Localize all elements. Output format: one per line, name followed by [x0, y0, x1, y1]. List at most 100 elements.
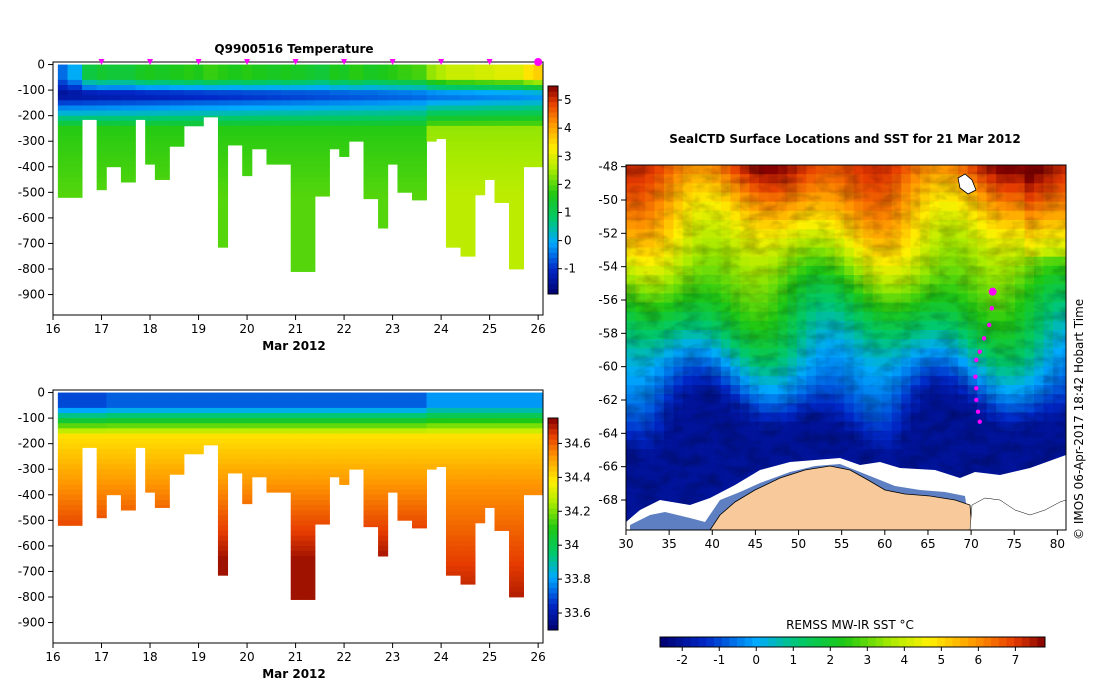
profile-cell [378, 418, 389, 424]
profile-cell [494, 510, 510, 516]
profile-cell [57, 74, 68, 81]
profile-cell [339, 448, 350, 455]
profile-cell [251, 407, 267, 414]
profile-cell [412, 494, 427, 501]
profile-column [96, 64, 107, 191]
seal-location [974, 397, 979, 403]
profile-cell [290, 217, 306, 224]
profile-column [251, 392, 267, 478]
profile-cell [314, 146, 330, 152]
profile-cell [57, 177, 68, 183]
profile-cell [217, 510, 229, 516]
profile-cell [96, 407, 107, 414]
profile-cell [203, 397, 219, 404]
profile-column [348, 392, 364, 470]
profile-cell [154, 494, 170, 501]
profile-cell [445, 212, 461, 219]
profile-cell [475, 161, 486, 168]
profile-cell [242, 423, 253, 429]
profile-cell [242, 459, 253, 465]
profile-cell [217, 187, 229, 193]
profile-cell [387, 428, 398, 434]
profile-cell [57, 69, 68, 76]
profile-column [217, 392, 229, 576]
profile-cell [314, 171, 330, 178]
profile-cell [314, 110, 330, 117]
profile-cell [305, 597, 316, 600]
profile-cell [217, 489, 229, 496]
colorbar-segment [548, 481, 558, 488]
profile-cell [339, 474, 350, 480]
profile-cell [363, 464, 379, 470]
profile-cell [281, 79, 292, 86]
colorbar-segment [548, 598, 558, 604]
profile-cell [363, 166, 379, 173]
profile-cell [305, 187, 316, 193]
profile-cell [67, 177, 83, 183]
profile-cell [339, 464, 350, 470]
profile-cell [227, 141, 243, 146]
profile-cell [154, 448, 170, 455]
profile-cell [339, 125, 350, 132]
profile-cell [96, 90, 107, 96]
profile-cell [82, 428, 98, 434]
profile-cell [378, 474, 389, 480]
profile-cell [329, 120, 340, 127]
profile-cell [82, 397, 98, 404]
profile-cell [494, 100, 510, 106]
profile-cell [145, 105, 156, 111]
profile-cell [120, 105, 136, 111]
profile-cell [217, 238, 229, 244]
profile-cell [445, 85, 461, 91]
y-tick-label: -600 [18, 539, 45, 553]
profile-cell [523, 479, 534, 485]
profile-cell [290, 115, 306, 122]
x-tick-label: 17 [94, 322, 109, 336]
profile-cell [305, 443, 316, 450]
profile-cell [378, 131, 389, 137]
profile-cell [475, 448, 486, 455]
colorbar-segment [821, 637, 830, 647]
sst-cell [939, 532, 949, 542]
profile-cell [363, 510, 379, 516]
profile-cell [533, 90, 544, 96]
colorbar-segment [883, 637, 892, 647]
profile-cell [145, 423, 156, 429]
profile-cell [460, 520, 476, 526]
profile-cell [533, 125, 544, 132]
profile-cell [145, 79, 156, 86]
profile-cell [135, 443, 146, 448]
profile-marker [244, 59, 251, 65]
profile-cell [217, 423, 229, 429]
profile-cell [460, 551, 476, 557]
profile-cell [339, 443, 350, 450]
profile-cell [412, 79, 427, 86]
profile-cell [363, 85, 379, 91]
profile-cell [475, 136, 486, 142]
profile-cell [290, 166, 306, 173]
profile-cell [475, 474, 486, 480]
profile-cell [363, 95, 379, 101]
colorbar-segment [760, 637, 769, 647]
profile-column [67, 64, 83, 198]
profile-cell [106, 74, 122, 81]
profile-cell [533, 474, 544, 480]
profile-cell [378, 202, 389, 209]
profile-cell [329, 423, 340, 429]
profile-cell [436, 397, 447, 404]
profile-cell [217, 459, 229, 465]
profile-cell [387, 469, 398, 475]
profile-cell [523, 110, 534, 117]
colorbar-segment [667, 637, 676, 647]
profile-cell [412, 469, 427, 475]
profile-cell [494, 469, 510, 475]
profile-cell [339, 459, 350, 465]
seal-location [977, 419, 982, 424]
profile-cell [378, 64, 389, 71]
profile-cell [460, 428, 476, 434]
profile-cell [154, 146, 170, 152]
profile-cell [266, 489, 282, 493]
profile-cell [378, 207, 389, 214]
profile-cell [436, 433, 447, 439]
profile-cell [57, 182, 68, 188]
